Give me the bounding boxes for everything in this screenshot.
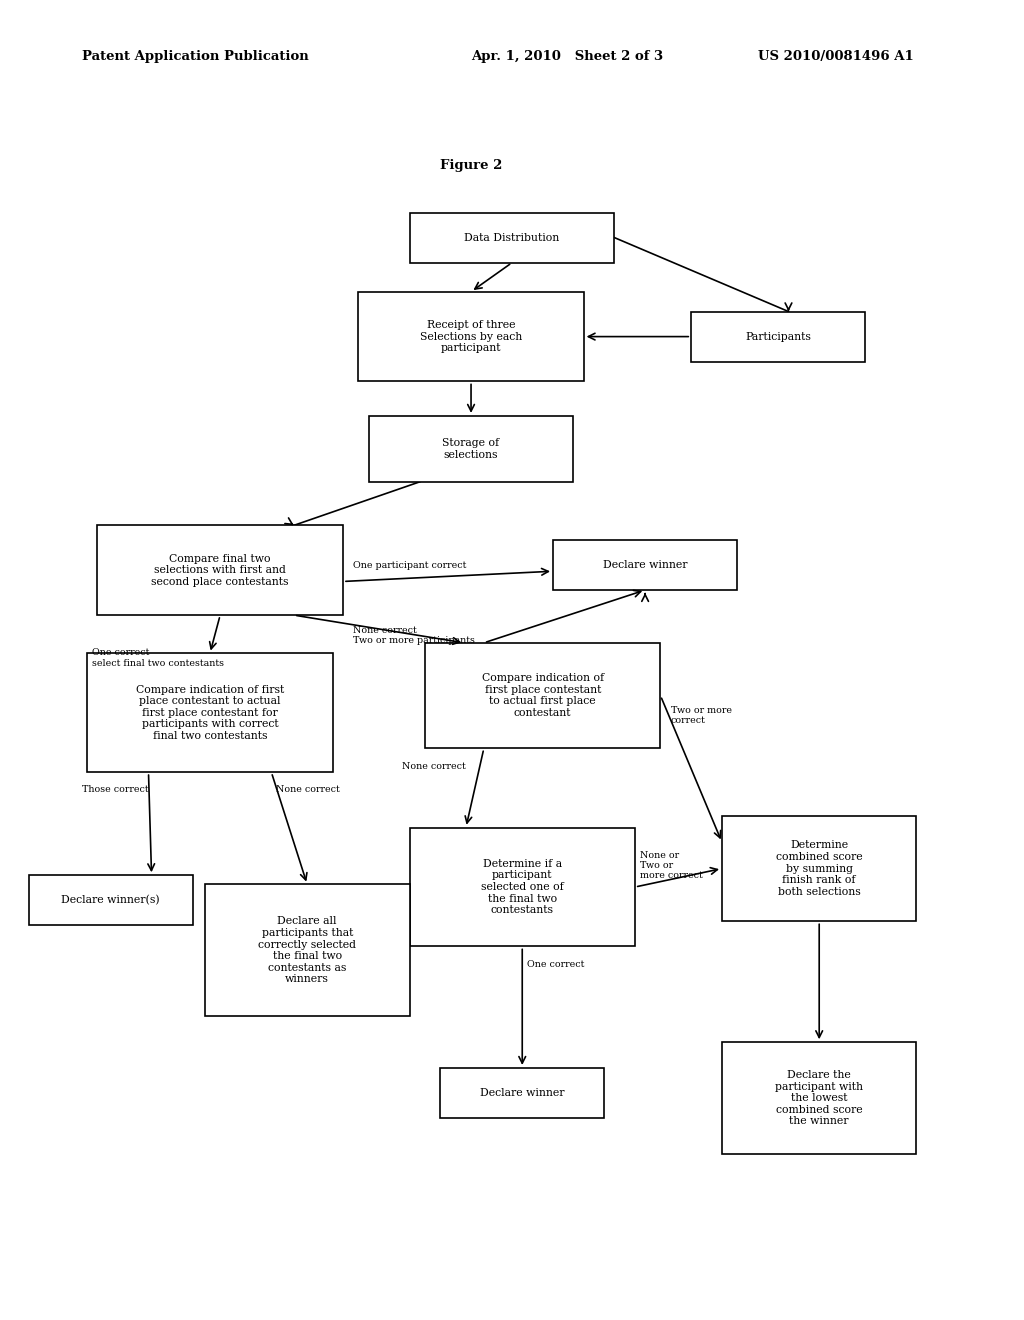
- Bar: [722, 816, 916, 921]
- Bar: [87, 653, 333, 772]
- Text: Determine if a
participant
selected one of
the final two
contestants: Determine if a participant selected one …: [481, 859, 563, 915]
- Bar: [205, 884, 410, 1016]
- Bar: [691, 312, 865, 362]
- Text: Those correct: Those correct: [82, 785, 148, 795]
- Text: Apr. 1, 2010   Sheet 2 of 3: Apr. 1, 2010 Sheet 2 of 3: [471, 50, 664, 63]
- Text: Declare winner: Declare winner: [603, 560, 687, 570]
- Text: None correct: None correct: [401, 762, 466, 771]
- Text: One correct
select final two contestants: One correct select final two contestants: [92, 648, 224, 668]
- Bar: [410, 828, 635, 946]
- Text: Declare the
participant with
the lowest
combined score
the winner: Declare the participant with the lowest …: [775, 1071, 863, 1126]
- Bar: [410, 213, 614, 263]
- Text: None correct
Two or more participants: None correct Two or more participants: [353, 626, 475, 645]
- Bar: [358, 292, 584, 381]
- Text: Compare final two
selections with first and
second place contestants: Compare final two selections with first …: [152, 553, 289, 587]
- Text: Figure 2: Figure 2: [440, 158, 502, 172]
- Text: Declare winner: Declare winner: [480, 1088, 564, 1098]
- Text: None correct: None correct: [276, 785, 340, 795]
- Bar: [722, 1043, 916, 1154]
- Bar: [97, 525, 343, 615]
- Text: Two or more
correct: Two or more correct: [671, 706, 732, 725]
- Text: Declare all
participants that
correctly selected
the final two
contestants as
wi: Declare all participants that correctly …: [258, 916, 356, 985]
- Bar: [369, 416, 573, 482]
- Bar: [29, 875, 193, 925]
- Text: Compare indication of first
place contestant to actual
first place contestant fo: Compare indication of first place contes…: [136, 685, 284, 741]
- Text: Determine
combined score
by summing
finish rank of
both selections: Determine combined score by summing fini…: [776, 841, 862, 896]
- Text: One correct: One correct: [527, 960, 585, 969]
- Text: Storage of
selections: Storage of selections: [442, 438, 500, 459]
- Text: Participants: Participants: [745, 331, 811, 342]
- Bar: [553, 540, 737, 590]
- Text: Data Distribution: Data Distribution: [464, 232, 560, 243]
- Text: Receipt of three
Selections by each
participant: Receipt of three Selections by each part…: [420, 319, 522, 354]
- Text: Patent Application Publication: Patent Application Publication: [82, 50, 308, 63]
- Bar: [440, 1068, 604, 1118]
- Text: One participant correct: One participant correct: [353, 561, 467, 570]
- Bar: [425, 643, 660, 748]
- Text: None or
Two or
more correct: None or Two or more correct: [640, 850, 702, 880]
- Text: US 2010/0081496 A1: US 2010/0081496 A1: [758, 50, 913, 63]
- Text: Compare indication of
first place contestant
to actual first place
contestant: Compare indication of first place contes…: [481, 673, 604, 718]
- Text: Declare winner(s): Declare winner(s): [61, 895, 160, 906]
